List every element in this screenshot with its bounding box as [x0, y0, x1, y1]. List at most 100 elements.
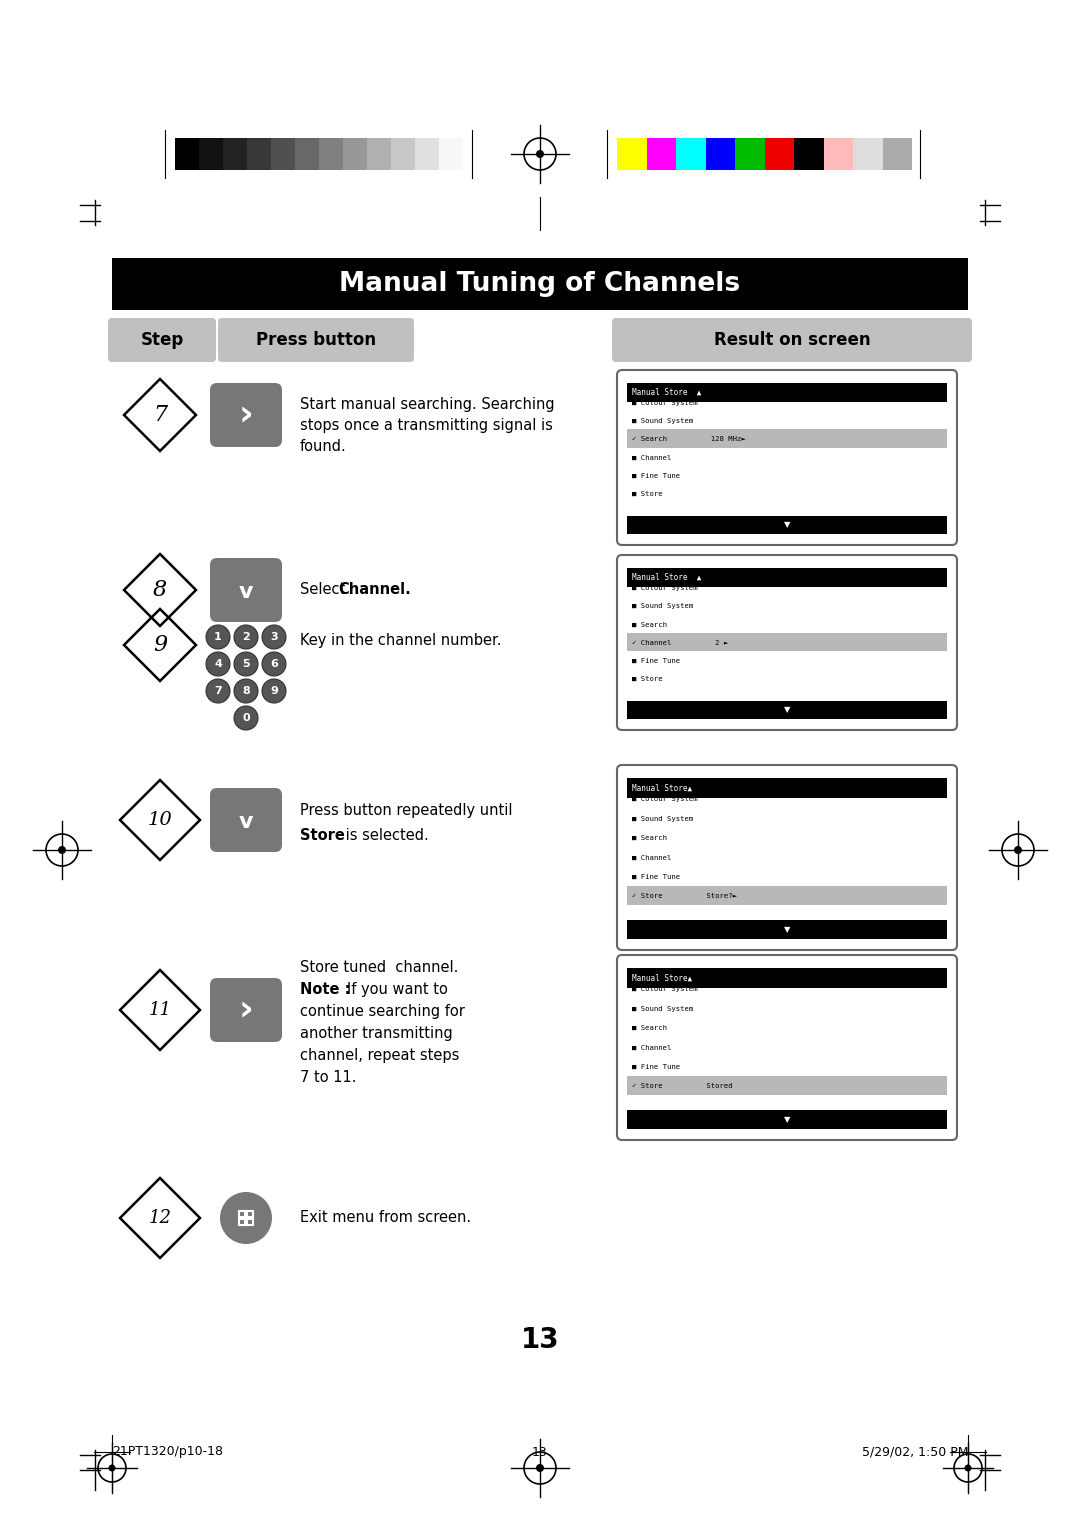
Circle shape: [234, 706, 258, 730]
Text: ■ Search: ■ Search: [632, 622, 667, 628]
Text: ✓ Store          Stored: ✓ Store Stored: [632, 1083, 732, 1089]
Text: v: v: [239, 582, 253, 602]
Text: 10: 10: [148, 811, 173, 830]
Bar: [627, 633, 947, 651]
Bar: [627, 429, 947, 448]
Text: 21PT1320/p10-18: 21PT1320/p10-18: [112, 1445, 222, 1459]
Text: If you want to: If you want to: [347, 983, 448, 996]
Text: ■ Sound System: ■ Sound System: [632, 1005, 693, 1012]
Circle shape: [1014, 847, 1022, 854]
Bar: [222, 138, 247, 170]
Circle shape: [234, 678, 258, 703]
FancyBboxPatch shape: [210, 788, 282, 853]
Text: Start manual searching. Searching
stops once a transmitting signal is
found.: Start manual searching. Searching stops …: [300, 397, 555, 454]
Bar: [239, 1216, 247, 1225]
Text: Manual Store  ▲: Manual Store ▲: [632, 388, 701, 397]
Bar: [627, 701, 947, 720]
Circle shape: [234, 652, 258, 675]
Text: continue searching for: continue searching for: [300, 1004, 464, 1019]
Bar: [199, 138, 222, 170]
Text: ■ Sound System: ■ Sound System: [632, 604, 693, 610]
Text: ■ Search: ■ Search: [632, 836, 667, 840]
Circle shape: [58, 847, 66, 854]
Text: 2: 2: [242, 633, 249, 642]
Circle shape: [262, 652, 286, 675]
Bar: [295, 138, 319, 170]
Text: 12: 12: [149, 1209, 172, 1227]
Text: 3: 3: [270, 633, 278, 642]
Text: 7: 7: [153, 403, 167, 426]
Text: ■ Colour System: ■ Colour System: [632, 585, 698, 591]
Text: ■ Fine Tune: ■ Fine Tune: [632, 1063, 680, 1070]
Text: 11: 11: [149, 1001, 172, 1019]
Bar: [175, 138, 199, 170]
Bar: [245, 1212, 253, 1219]
Text: 7: 7: [214, 686, 221, 695]
Text: Press button repeatedly until: Press button repeatedly until: [300, 802, 513, 817]
Bar: [391, 138, 415, 170]
Bar: [343, 138, 367, 170]
Bar: [705, 138, 735, 170]
Text: ›: ›: [239, 993, 254, 1027]
Bar: [627, 384, 947, 402]
FancyBboxPatch shape: [617, 955, 957, 1140]
Circle shape: [262, 678, 286, 703]
Bar: [735, 138, 765, 170]
Text: Manual Store▲: Manual Store▲: [632, 973, 692, 983]
Text: 6: 6: [270, 659, 278, 669]
Bar: [824, 138, 853, 170]
Bar: [271, 138, 295, 170]
Text: Press button: Press button: [256, 332, 376, 348]
Text: ✓ Search          128 MHz►: ✓ Search 128 MHz►: [632, 437, 746, 442]
Bar: [627, 516, 947, 533]
FancyBboxPatch shape: [617, 555, 957, 730]
Text: ■ Fine Tune: ■ Fine Tune: [632, 472, 680, 478]
Text: Step: Step: [140, 332, 184, 348]
Text: 13: 13: [532, 1445, 548, 1459]
Text: Manual Store▲: Manual Store▲: [632, 784, 692, 793]
Circle shape: [234, 625, 258, 649]
Text: ›: ›: [239, 397, 254, 432]
Bar: [765, 138, 794, 170]
Text: ▼: ▼: [784, 1115, 791, 1123]
FancyBboxPatch shape: [210, 978, 282, 1042]
Text: 13: 13: [521, 1326, 559, 1354]
FancyBboxPatch shape: [210, 384, 282, 448]
Circle shape: [536, 1464, 544, 1471]
Text: ✓ Channel          2 ►: ✓ Channel 2 ►: [632, 640, 728, 645]
Bar: [627, 969, 947, 989]
Text: 9: 9: [153, 634, 167, 656]
Bar: [794, 138, 824, 170]
Text: 5: 5: [242, 659, 249, 669]
Text: ■ Fine Tune: ■ Fine Tune: [632, 657, 680, 663]
Text: ■ Store: ■ Store: [632, 490, 663, 497]
Bar: [367, 138, 391, 170]
Bar: [882, 138, 912, 170]
Bar: [627, 886, 947, 905]
Circle shape: [220, 1192, 272, 1244]
Bar: [245, 1216, 253, 1225]
Bar: [627, 568, 947, 587]
Text: Note :: Note :: [300, 983, 351, 996]
Text: ■ Channel: ■ Channel: [632, 1045, 672, 1051]
FancyBboxPatch shape: [218, 318, 414, 362]
Bar: [112, 258, 968, 310]
Text: ✓ Store          Store?►: ✓ Store Store?►: [632, 894, 737, 900]
Text: 1: 1: [214, 633, 221, 642]
Bar: [617, 138, 647, 170]
Text: channel, repeat steps: channel, repeat steps: [300, 1048, 459, 1063]
Text: Select: Select: [300, 582, 350, 597]
Bar: [319, 138, 343, 170]
Circle shape: [108, 1464, 116, 1471]
FancyBboxPatch shape: [108, 318, 216, 362]
Text: Result on screen: Result on screen: [714, 332, 870, 348]
Circle shape: [964, 1464, 972, 1471]
Text: ■ Search: ■ Search: [632, 1025, 667, 1031]
Text: ■ Fine Tune: ■ Fine Tune: [632, 874, 680, 880]
Bar: [647, 138, 676, 170]
Bar: [627, 778, 947, 798]
Text: ■ Colour System: ■ Colour System: [632, 796, 698, 802]
Bar: [676, 138, 705, 170]
FancyBboxPatch shape: [210, 558, 282, 622]
Text: ■ Channel: ■ Channel: [632, 454, 672, 460]
